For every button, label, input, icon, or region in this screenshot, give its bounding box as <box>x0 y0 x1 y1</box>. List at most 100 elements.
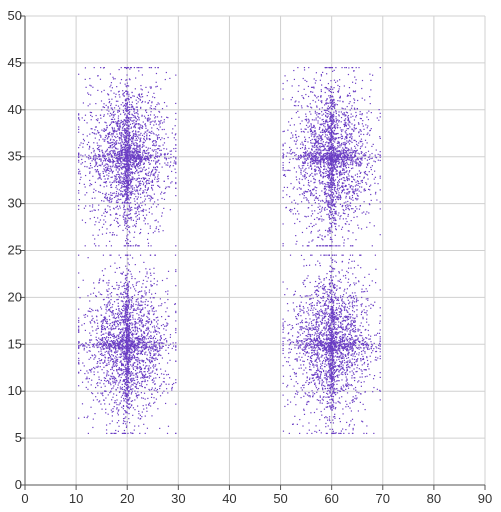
data-point <box>305 151 307 153</box>
data-point <box>163 128 165 131</box>
data-point <box>132 163 134 165</box>
data-point <box>135 133 137 135</box>
data-point <box>123 154 125 156</box>
data-point <box>111 114 113 116</box>
data-point <box>350 175 353 177</box>
data-point <box>321 182 323 184</box>
data-point <box>125 120 127 122</box>
data-point <box>322 153 325 156</box>
data-point <box>368 171 370 173</box>
data-point <box>337 183 339 186</box>
data-point <box>112 158 114 160</box>
data-point <box>367 150 370 152</box>
data-point <box>322 138 324 141</box>
data-point <box>310 232 312 234</box>
data-point <box>360 191 362 193</box>
data-point <box>343 169 345 171</box>
data-point <box>364 189 367 192</box>
data-point <box>322 149 324 152</box>
data-point <box>124 178 126 180</box>
data-point <box>148 155 150 157</box>
data-point <box>129 171 131 173</box>
data-point <box>332 163 334 165</box>
data-point <box>112 118 114 121</box>
data-point <box>115 212 117 215</box>
data-point <box>301 155 303 157</box>
data-point <box>120 150 122 152</box>
data-point <box>337 137 339 139</box>
data-point <box>143 209 145 211</box>
data-point <box>124 119 127 121</box>
data-point <box>161 197 163 200</box>
data-point <box>79 178 81 181</box>
data-point <box>330 138 332 141</box>
data-point <box>133 119 135 121</box>
data-point <box>133 165 136 167</box>
data-point <box>129 66 132 69</box>
data-point <box>103 165 105 167</box>
data-point <box>137 152 139 154</box>
data-point <box>110 183 112 186</box>
data-point <box>348 158 350 160</box>
data-point <box>112 192 114 194</box>
data-point <box>150 156 152 159</box>
data-point <box>317 99 320 101</box>
data-point <box>349 149 351 151</box>
data-point <box>370 168 372 171</box>
data-point <box>349 205 352 207</box>
data-point <box>158 185 160 187</box>
data-point <box>334 218 336 220</box>
data-point <box>126 105 128 107</box>
data-point <box>315 138 317 140</box>
data-point <box>358 131 360 133</box>
data-point <box>149 155 151 158</box>
data-point <box>132 130 134 132</box>
data-point <box>106 197 108 199</box>
data-point <box>292 152 294 154</box>
data-point <box>106 126 108 128</box>
data-point <box>125 110 128 112</box>
data-point <box>144 184 147 187</box>
data-point <box>320 142 322 145</box>
data-point <box>360 133 362 135</box>
data-point <box>313 162 315 165</box>
data-point <box>80 142 82 144</box>
data-point <box>78 131 80 133</box>
data-point <box>345 185 347 187</box>
data-point <box>125 79 127 81</box>
data-point <box>290 211 292 213</box>
data-point <box>323 208 326 210</box>
data-point <box>131 114 134 116</box>
data-point <box>150 154 152 157</box>
data-point <box>332 127 334 129</box>
data-point <box>352 167 354 169</box>
data-point <box>125 100 127 102</box>
data-point <box>313 94 316 96</box>
data-point <box>300 187 302 190</box>
data-point <box>96 130 99 132</box>
data-point <box>337 187 339 189</box>
data-point <box>132 166 134 168</box>
data-point <box>145 111 148 114</box>
data-point <box>78 113 80 115</box>
data-point <box>314 154 316 156</box>
data-point <box>118 154 121 156</box>
data-point <box>125 170 127 172</box>
data-point <box>123 174 125 176</box>
data-point <box>359 186 361 188</box>
data-point <box>295 112 297 114</box>
data-point <box>100 91 103 93</box>
data-point <box>361 179 363 182</box>
data-point <box>318 159 320 161</box>
data-point <box>112 159 115 162</box>
data-point <box>306 227 308 229</box>
data-point <box>117 208 119 210</box>
data-point <box>131 176 133 178</box>
data-point <box>125 130 127 132</box>
data-point <box>118 180 120 182</box>
data-point <box>120 166 122 169</box>
data-point <box>342 205 344 207</box>
data-point <box>330 208 333 210</box>
data-point <box>129 180 131 182</box>
data-point <box>317 120 319 122</box>
